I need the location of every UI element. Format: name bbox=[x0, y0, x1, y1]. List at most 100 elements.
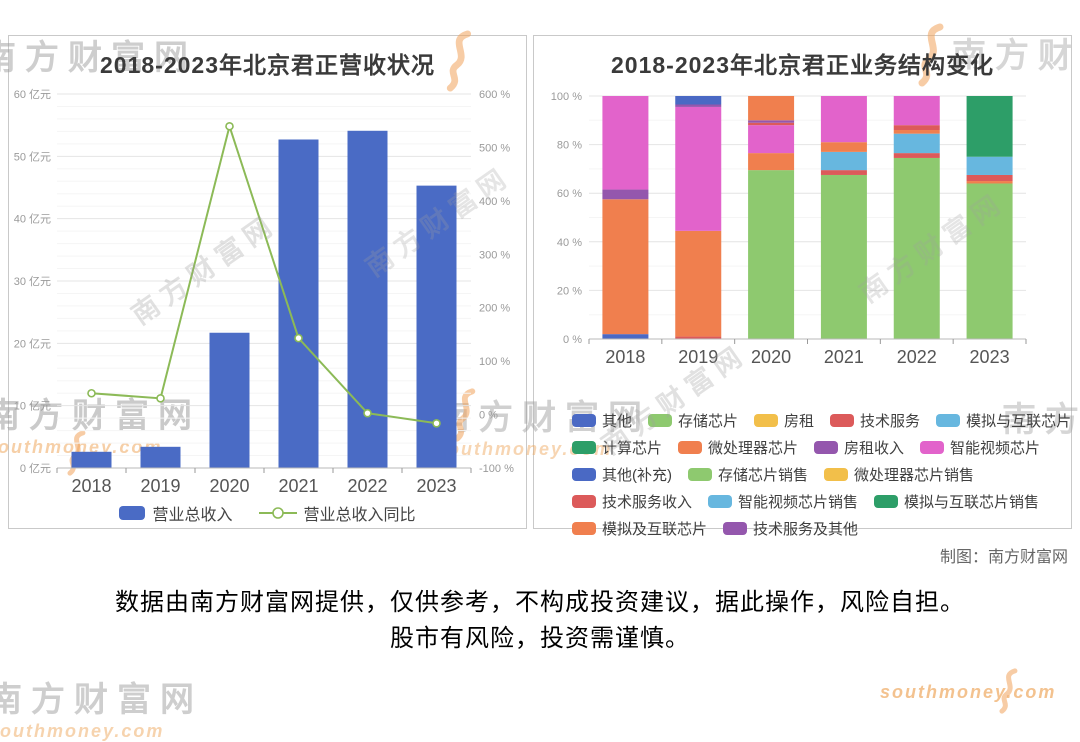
legend-item: 技术服务 bbox=[830, 410, 920, 431]
segment-技术服务收入 bbox=[966, 174, 1013, 182]
legend-swatch-sky bbox=[708, 495, 733, 508]
legend-label: 模拟及互联芯片 bbox=[602, 521, 708, 538]
gridlines bbox=[57, 93, 471, 469]
legend-item: 其他 bbox=[572, 410, 632, 431]
x-tick-label: 2018 bbox=[605, 347, 645, 367]
legend-item: 房租收入 bbox=[814, 437, 904, 458]
x-tick-label: 2022 bbox=[347, 476, 387, 494]
legend-label: 技术服务收入 bbox=[602, 494, 693, 511]
legend-item-revenue: 营业总收入 bbox=[119, 501, 233, 525]
y-tick-label: 20 % bbox=[557, 285, 582, 297]
legend-swatch-amber bbox=[754, 414, 779, 427]
legend-item: 模拟及互联芯片 bbox=[572, 518, 707, 539]
segment-智能视频芯片 bbox=[893, 96, 940, 126]
legend-label: 模拟与互联芯片 bbox=[966, 413, 1072, 430]
legend-swatch-amber bbox=[824, 468, 849, 481]
legend-swatch-sea_green bbox=[874, 495, 899, 508]
segment-模拟及互联芯片 bbox=[966, 181, 1013, 184]
legend-label: 存储芯片 bbox=[678, 413, 739, 430]
legend-item: 存储芯片 bbox=[648, 410, 738, 431]
legend-label: 微处理器芯片 bbox=[708, 440, 799, 457]
svg-text:30 亿元: 30 亿元 bbox=[14, 275, 51, 288]
y-tick-label: 80 % bbox=[557, 140, 582, 152]
legend-item: 其他(补充) bbox=[572, 464, 672, 485]
legend-label: 智能视频芯片销售 bbox=[738, 494, 859, 511]
segment-技术服务 bbox=[893, 125, 940, 131]
segment-房租收入 bbox=[748, 120, 795, 123]
legend-swatch-light_green bbox=[648, 414, 673, 427]
revenue-bars bbox=[71, 130, 457, 468]
segment-模拟及互联芯片 bbox=[893, 130, 940, 134]
gridlines bbox=[589, 95, 1026, 340]
legend-row: 模拟及互联芯片 技术服务及其他 bbox=[572, 518, 1071, 539]
segment-微处理器芯片 bbox=[675, 230, 722, 337]
disclaimer-line-2: 股市有风险，投资需谨慎。 bbox=[390, 625, 690, 652]
left-chart-legend: 营业总收入 营业总收入同比 bbox=[9, 494, 526, 532]
watermark: 南方财富网 southmoney.com bbox=[0, 672, 203, 742]
segment-存储芯片销售 bbox=[966, 183, 1013, 339]
legend-label: 其他(补充) bbox=[602, 467, 672, 484]
segment-计算芯片 bbox=[966, 96, 1013, 157]
segment-模拟与互联芯片 bbox=[966, 156, 1013, 175]
svg-text:200 %: 200 % bbox=[479, 303, 510, 315]
legend-label: 房租收入 bbox=[844, 440, 905, 457]
right-chart-title: 2018-2023年北京君正业务结构变化 bbox=[611, 52, 994, 78]
revenue-bar-2020 bbox=[209, 332, 250, 468]
legend-swatch-sky bbox=[936, 414, 961, 427]
legend-item: 计算芯片 bbox=[572, 437, 662, 458]
legend-swatch-purple bbox=[723, 522, 748, 535]
stacked-bar-2018 bbox=[602, 96, 649, 339]
segment-智能视频芯片 bbox=[675, 106, 722, 231]
right-chart-legend: 其他 存储芯片 房租 技术服务 模拟与互联芯片计算芯片 微处理器芯片 房租收入 智能视频芯片其… bbox=[534, 404, 1071, 539]
legend-item: 模拟与互联芯片销售 bbox=[874, 491, 1039, 512]
svg-text:500 %: 500 % bbox=[479, 142, 510, 154]
y-tick-label: 60 % bbox=[557, 188, 582, 200]
svg-text:0 %: 0 % bbox=[479, 410, 498, 422]
segment-智能视频芯片销售 bbox=[893, 133, 940, 154]
legend-label: 营业总收入 bbox=[152, 507, 233, 524]
x-tick-label: 2018 bbox=[71, 476, 111, 494]
stacked-bar-2019 bbox=[675, 96, 722, 339]
svg-text:60 亿元: 60 亿元 bbox=[14, 88, 51, 101]
svg-text:600 %: 600 % bbox=[479, 89, 510, 101]
legend-swatch-red bbox=[572, 495, 596, 508]
legend-row: 其他(补充) 存储芯片销售 微处理器芯片销售 bbox=[572, 464, 1071, 485]
x-tick-label: 2023 bbox=[970, 347, 1010, 367]
x-tick-label: 2020 bbox=[751, 347, 791, 367]
watermark-domain-text: southmoney.com bbox=[0, 721, 165, 741]
legend-label: 房租 bbox=[784, 413, 815, 430]
segment-技术服务收入 bbox=[820, 170, 867, 175]
segment-技术服务 bbox=[748, 122, 795, 126]
segment-智能视频芯片 bbox=[748, 125, 795, 154]
svg-text:50 亿元: 50 亿元 bbox=[14, 150, 51, 163]
legend-swatch-red bbox=[830, 414, 855, 427]
stacked-bar-2023 bbox=[966, 96, 1013, 339]
legend-label: 其他 bbox=[602, 413, 633, 430]
segment-存储芯片销售 bbox=[893, 157, 940, 339]
page: { "page": { "credit": "制图：南方财富网", "discl… bbox=[0, 23, 1080, 741]
svg-text:-100 %: -100 % bbox=[479, 463, 514, 475]
x-tick-label: 2019 bbox=[678, 347, 718, 367]
axis-labels: 0 亿元 10 亿元 20 亿元 30 亿元 40 亿元 50 亿元 60 亿元 -100 %… bbox=[14, 88, 514, 475]
svg-text:400 %: 400 % bbox=[479, 196, 510, 208]
chart-credit: 制图：南方财富网 bbox=[939, 549, 1068, 566]
legend-item-growth: 营业总收入同比 bbox=[258, 501, 416, 525]
svg-text:20 亿元: 20 亿元 bbox=[14, 337, 51, 350]
x-tick-label: 2019 bbox=[140, 476, 180, 494]
legend-swatch-orange bbox=[572, 522, 596, 535]
legend-swatch-light_green bbox=[688, 468, 712, 481]
x-tick-label: 2021 bbox=[278, 476, 318, 494]
legend-item: 技术服务收入 bbox=[572, 491, 692, 512]
growth-line-marker-icon bbox=[258, 507, 297, 519]
legend-label: 模拟与互联芯片销售 bbox=[904, 494, 1040, 511]
svg-text:100 %: 100 % bbox=[479, 356, 510, 368]
segment-模拟及互联芯片 bbox=[820, 142, 867, 152]
growth-line bbox=[91, 122, 437, 425]
revenue-chart-panel: 2018-2023年北京君正营收状况 0 亿元 10 亿元 20 亿元 30 亿元 40… bbox=[8, 35, 527, 529]
x-axis-ticks bbox=[56, 468, 472, 473]
growth-line-markers bbox=[87, 121, 441, 428]
segment-其他 bbox=[602, 334, 649, 339]
legend-swatch-magenta bbox=[920, 441, 945, 454]
legend-item: 微处理器芯片销售 bbox=[824, 464, 974, 485]
legend-label: 智能视频芯片 bbox=[950, 440, 1041, 457]
